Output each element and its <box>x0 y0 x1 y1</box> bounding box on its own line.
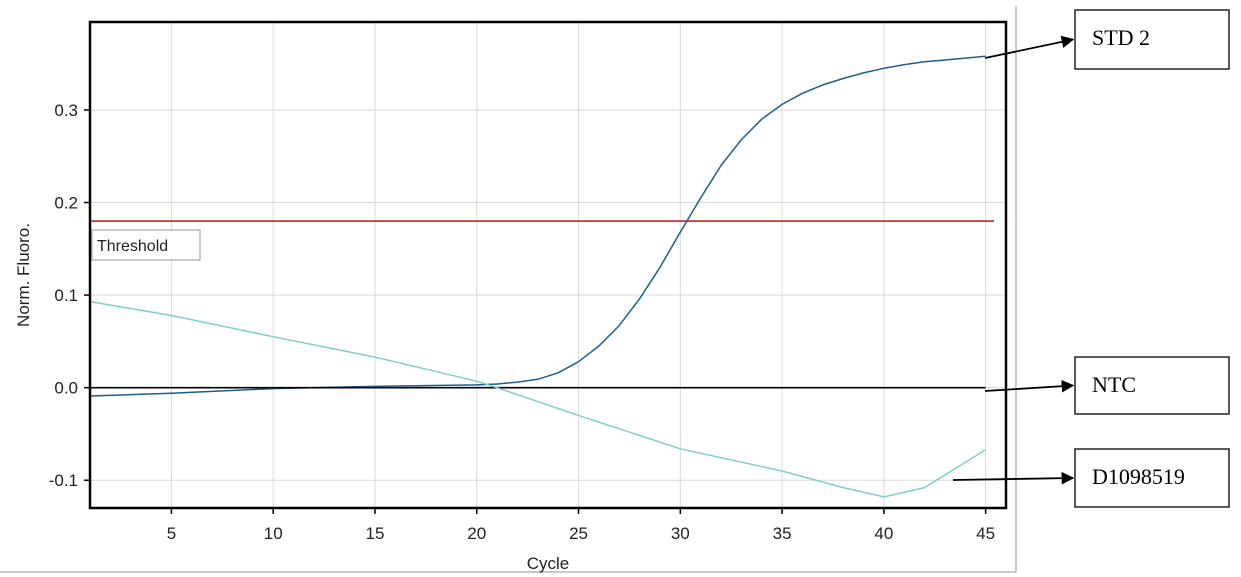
threshold-label: Threshold <box>97 238 168 255</box>
series-lines <box>89 55 986 498</box>
x-tick-label: 40 <box>874 524 893 543</box>
y-tick-label: -0.1 <box>49 471 78 490</box>
series-line-std-2 <box>89 55 986 397</box>
x-tick-label: 45 <box>976 524 995 543</box>
threshold-label-box <box>91 229 201 261</box>
series-callouts: STD 2 NTC D1098519 <box>952 9 1230 508</box>
x-axis-label: Cycle <box>527 554 570 573</box>
gridlines <box>90 22 1006 508</box>
callout-arrow-ntc <box>984 379 1075 393</box>
plot-area-frame <box>88 20 1008 510</box>
x-tick-label: 5 <box>167 524 176 543</box>
y-axis-label: Norm. Fluoro. <box>14 223 33 327</box>
x-tick-label: 25 <box>569 524 588 543</box>
x-tick-label: 10 <box>264 524 283 543</box>
callout-label-std-2: STD 2 <box>1092 25 1150 50</box>
callout-box-ntc <box>1074 356 1230 415</box>
x-tick-label: 35 <box>773 524 792 543</box>
x-tick-label: 15 <box>366 524 385 543</box>
callout-arrow-std-2 <box>984 35 1075 59</box>
y-tick-label: 0.2 <box>54 194 78 213</box>
y-tick-label: 0.1 <box>54 286 78 305</box>
y-tick-label: 0.3 <box>54 101 78 120</box>
threshold-group: Threshold <box>90 220 994 261</box>
axis-ticks: 5 10 15 20 25 30 35 40 45 -0.1 0.0 0.1 0.2 0.3 <box>49 101 995 543</box>
series-line-d1098519 <box>89 300 986 498</box>
callout-arrow-d1098519 <box>952 471 1075 485</box>
callout-box-std-2 <box>1074 9 1230 70</box>
callout-box-d1098519 <box>1074 448 1230 508</box>
x-tick-label: 20 <box>467 524 486 543</box>
y-tick-label: 0.0 <box>54 379 78 398</box>
callout-label-ntc: NTC <box>1092 372 1136 397</box>
x-tick-label: 30 <box>671 524 690 543</box>
callout-label-d1098519: D1098519 <box>1092 464 1185 489</box>
